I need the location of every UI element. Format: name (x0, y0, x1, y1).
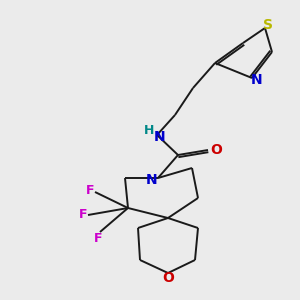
Text: F: F (79, 208, 87, 221)
Text: N: N (251, 73, 263, 87)
Text: F: F (86, 184, 94, 196)
Text: S: S (263, 18, 273, 32)
Text: O: O (210, 143, 222, 157)
Text: H: H (144, 124, 154, 136)
Text: N: N (154, 130, 166, 144)
Text: N: N (146, 173, 158, 187)
Text: O: O (162, 271, 174, 285)
Text: F: F (94, 232, 102, 244)
